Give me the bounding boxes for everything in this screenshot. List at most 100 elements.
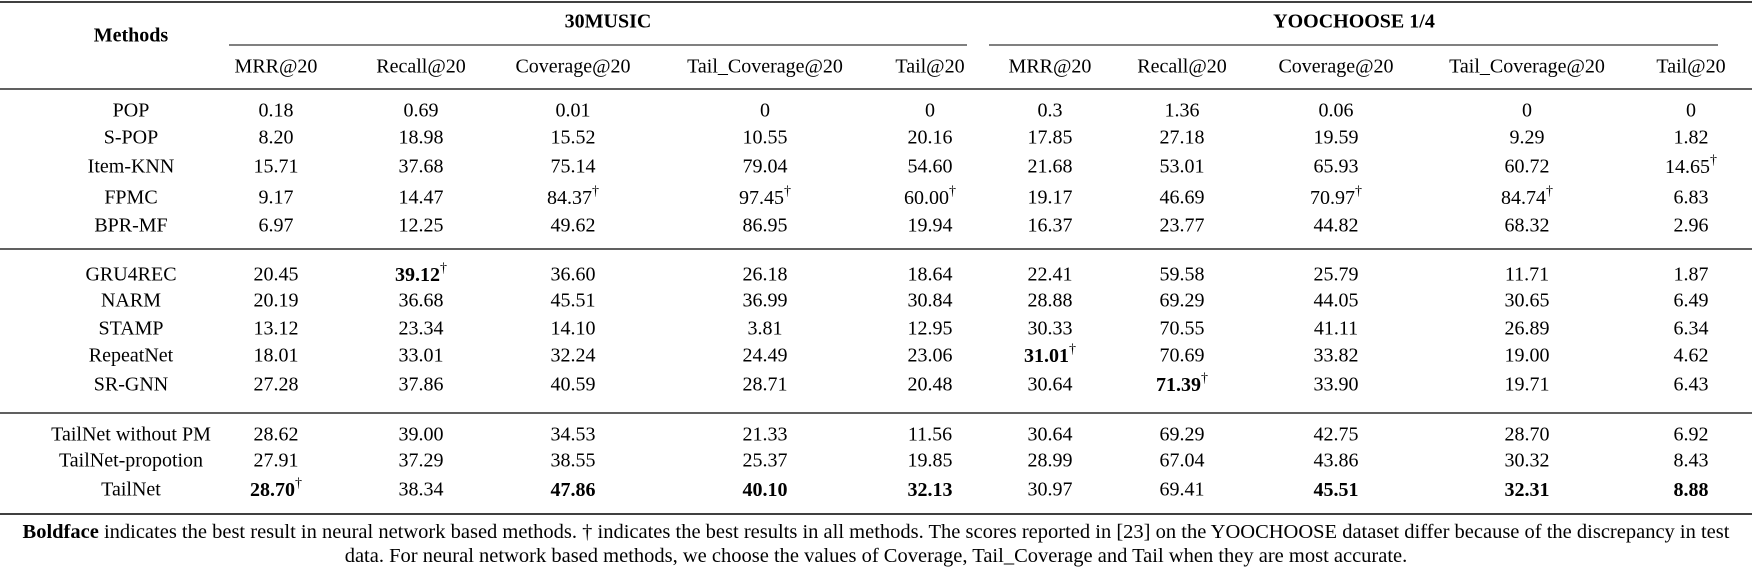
cell: 69.29 xyxy=(1160,290,1205,312)
metric-header: MRR@20 xyxy=(235,56,318,78)
cell: 11.56 xyxy=(908,424,952,446)
method-name: RepeatNet xyxy=(89,345,174,367)
cell: 53.01 xyxy=(1160,156,1205,178)
cell: 14.10 xyxy=(551,318,596,340)
cell: 28.70† xyxy=(250,476,302,500)
cell: 1.36 xyxy=(1165,100,1200,122)
cell: 38.34 xyxy=(399,479,444,501)
cell: 0.18 xyxy=(259,100,294,122)
cell: 14.47 xyxy=(399,187,444,209)
method-name: S-POP xyxy=(104,127,158,149)
cell: 44.82 xyxy=(1314,215,1359,237)
cell: 23.06 xyxy=(908,345,953,367)
cell-value: 28.70 xyxy=(250,479,295,501)
cell: 10.55 xyxy=(743,127,788,149)
cell-value: 39.12 xyxy=(395,264,440,286)
cell: 4.62 xyxy=(1674,345,1709,367)
cell: 0 xyxy=(1686,100,1696,122)
cell: 33.90 xyxy=(1314,374,1359,396)
cell: 30.33 xyxy=(1028,318,1073,340)
cell: 16.37 xyxy=(1028,215,1073,237)
method-name: FPMC xyxy=(104,187,157,209)
cell: 15.52 xyxy=(551,127,596,149)
cell-mark: † xyxy=(949,184,956,199)
cell: 28.62 xyxy=(254,424,299,446)
cell: 13.12 xyxy=(254,318,299,340)
cell: 23.77 xyxy=(1160,215,1205,237)
metric-header: Coverage@20 xyxy=(515,56,630,78)
caption: Boldface indicates the best result in ne… xyxy=(10,520,1742,568)
cell: 32.24 xyxy=(551,345,596,367)
cell: 18.98 xyxy=(399,127,444,149)
cell: 0.01 xyxy=(556,100,591,122)
cell: 28.99 xyxy=(1028,450,1073,472)
cell: 11.71 xyxy=(1505,264,1549,286)
method-name: POP xyxy=(113,100,150,122)
cell: 69.41 xyxy=(1160,479,1205,501)
cell-mark: † xyxy=(784,184,791,199)
cell: 18.64 xyxy=(908,264,953,286)
cell: 40.10 xyxy=(743,479,788,501)
cell: 0 xyxy=(1522,100,1532,122)
cell: 42.75 xyxy=(1314,424,1359,446)
cell: 36.60 xyxy=(551,264,596,286)
cell: 1.87 xyxy=(1674,264,1709,286)
cell: 25.37 xyxy=(743,450,788,472)
metric-header: Recall@20 xyxy=(1137,56,1227,78)
cell: 27.18 xyxy=(1160,127,1205,149)
cell: 37.86 xyxy=(399,374,444,396)
cell: 18.01 xyxy=(254,345,299,367)
cell: 24.49 xyxy=(743,345,788,367)
cell: 43.86 xyxy=(1314,450,1359,472)
cell: 70.97† xyxy=(1310,184,1362,208)
cell: 27.28 xyxy=(254,374,299,396)
group-header: 30MUSIC xyxy=(565,11,652,33)
cell: 49.62 xyxy=(551,215,596,237)
cell: 33.01 xyxy=(399,345,444,367)
cell: 8.20 xyxy=(259,127,294,149)
cell: 45.51 xyxy=(1314,479,1359,501)
cell-value: 71.39 xyxy=(1156,374,1201,396)
cell: 70.55 xyxy=(1160,318,1205,340)
cell: 21.68 xyxy=(1028,156,1073,178)
cell: 20.45 xyxy=(254,264,299,286)
method-name: TailNet-propotion xyxy=(59,450,203,472)
group-header: YOOCHOOSE 1/4 xyxy=(1273,11,1435,33)
cell: 6.92 xyxy=(1674,424,1709,446)
cell: 30.64 xyxy=(1028,374,1073,396)
cell: 30.97 xyxy=(1028,479,1073,501)
cell: 8.88 xyxy=(1674,479,1709,501)
cell: 33.82 xyxy=(1314,345,1359,367)
cell-mark: † xyxy=(1069,342,1076,357)
cell: 46.69 xyxy=(1160,187,1205,209)
cell: 70.69 xyxy=(1160,345,1205,367)
cell: 19.85 xyxy=(908,450,953,472)
cell-value: 47.86 xyxy=(551,479,596,501)
cell: 15.71 xyxy=(254,156,299,178)
cell: 19.71 xyxy=(1505,374,1550,396)
cell: 97.45† xyxy=(739,184,791,208)
cell: 6.34 xyxy=(1674,318,1709,340)
cell: 65.93 xyxy=(1314,156,1359,178)
cell: 23.34 xyxy=(399,318,444,340)
metric-header: Recall@20 xyxy=(376,56,466,78)
cell-value: 32.13 xyxy=(908,479,953,501)
metric-header: Tail_Coverage@20 xyxy=(687,56,843,78)
cell: 44.05 xyxy=(1314,290,1359,312)
cell: 22.41 xyxy=(1028,264,1073,286)
cell: 6.49 xyxy=(1674,290,1709,312)
cell: 19.17 xyxy=(1028,187,1073,209)
cell: 60.00† xyxy=(904,184,956,208)
metric-header: MRR@20 xyxy=(1009,56,1092,78)
cell: 20.48 xyxy=(908,374,953,396)
method-name: Item-KNN xyxy=(88,156,175,178)
cell: 12.25 xyxy=(399,215,444,237)
caption-lead: Boldface xyxy=(22,521,99,543)
cell: 59.58 xyxy=(1160,264,1205,286)
cell: 41.11 xyxy=(1314,318,1358,340)
method-name: NARM xyxy=(101,290,161,312)
cell: 32.31 xyxy=(1505,479,1550,501)
cell: 40.59 xyxy=(551,374,596,396)
cell: 30.65 xyxy=(1505,290,1550,312)
